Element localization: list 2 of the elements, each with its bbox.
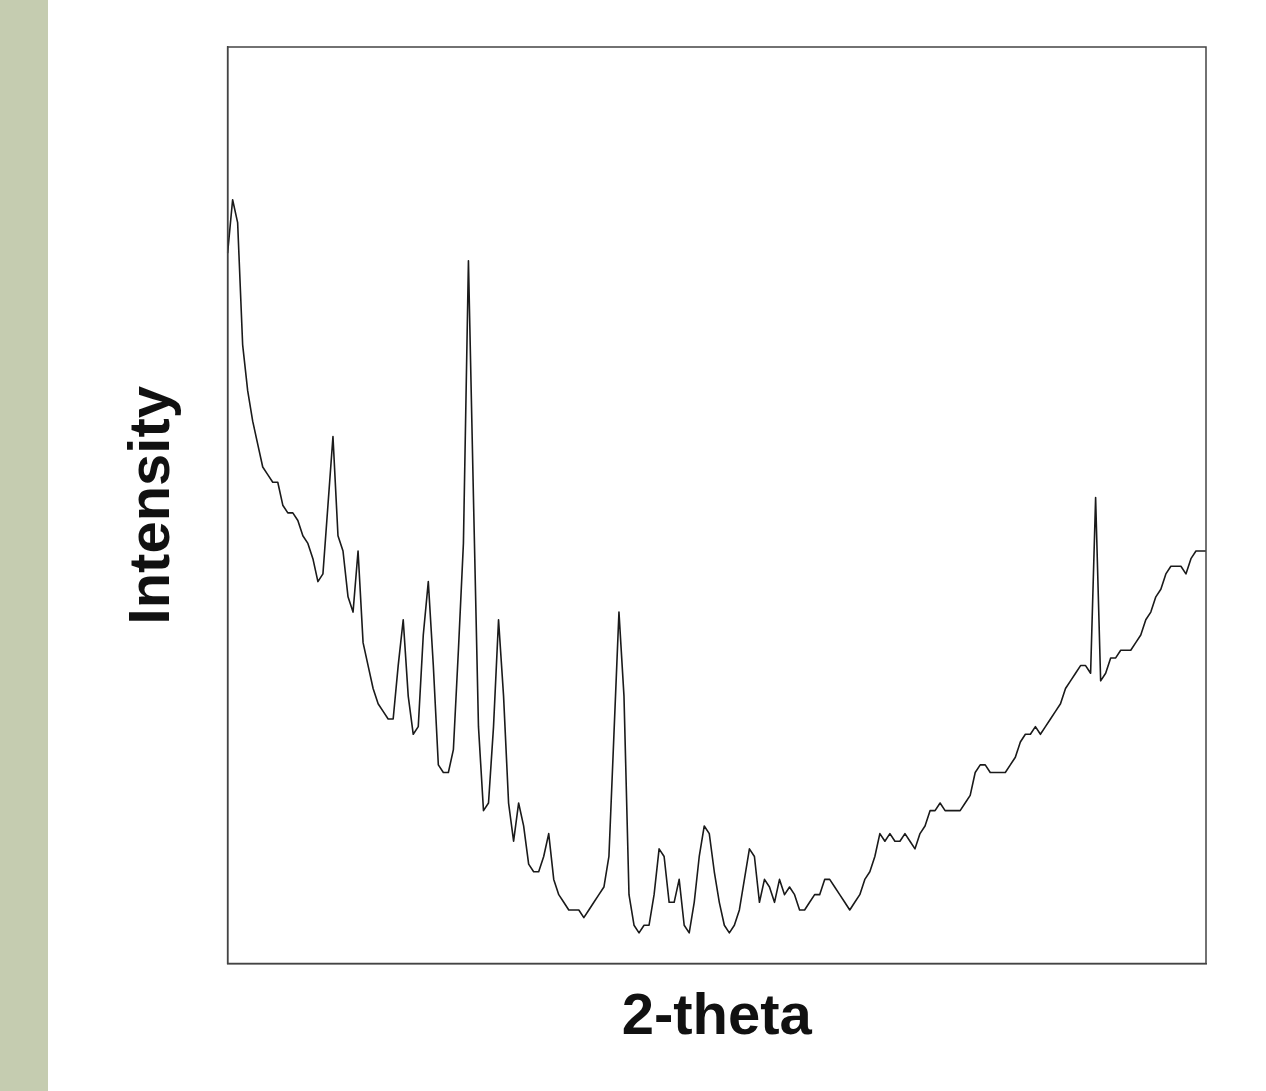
y-axis-title: Intensity [115,385,181,625]
x-axis-title: 2-theta [621,981,813,1047]
